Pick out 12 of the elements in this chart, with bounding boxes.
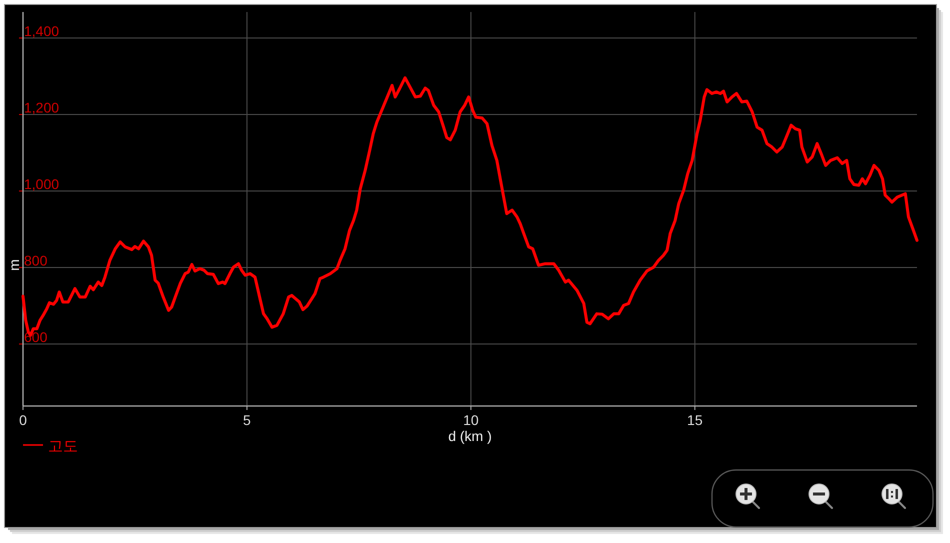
x-axis-title: d (km ) [448,428,492,444]
y-tick-label: 800 [24,252,48,269]
y-tick-label: 600 [24,329,48,346]
x-tick-label: 0 [19,412,28,428]
x-tick-label: 5 [243,412,252,428]
legend-label: 고도 [48,438,78,455]
y-tick-label: 1,400 [24,23,60,40]
x-tick-label: 15 [687,412,703,428]
y-axis-title: m [6,259,22,271]
y-tick-label: 1,200 [24,100,60,116]
x-tick-label: 10 [463,412,479,428]
y-tick-label: 1,000 [24,176,60,192]
